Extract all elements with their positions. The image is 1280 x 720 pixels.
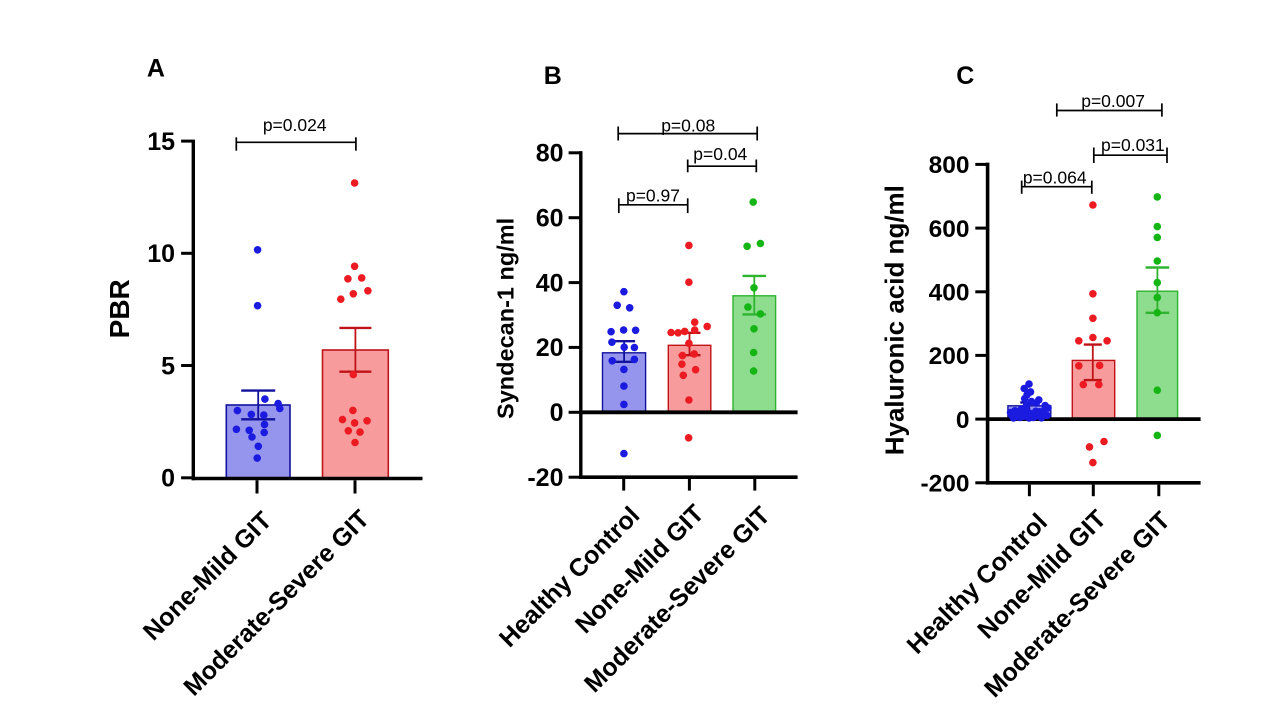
- svg-text:p=0.04: p=0.04: [693, 144, 747, 164]
- svg-text:p=0.08: p=0.08: [661, 115, 715, 135]
- svg-text:20: 20: [536, 334, 564, 362]
- svg-text:Syndecan-1 ng/ml: Syndecan-1 ng/ml: [493, 218, 519, 419]
- svg-text:800: 800: [929, 152, 970, 179]
- svg-text:C: C: [956, 62, 974, 90]
- svg-text:200: 200: [929, 343, 970, 370]
- svg-text:80: 80: [536, 140, 564, 168]
- svg-text:PBR: PBR: [104, 279, 135, 338]
- svg-text:p=0.024: p=0.024: [263, 115, 327, 135]
- svg-text:400: 400: [929, 280, 970, 307]
- svg-text:0: 0: [550, 399, 564, 427]
- svg-text:p=0.007: p=0.007: [1081, 91, 1145, 111]
- svg-text:15: 15: [147, 128, 175, 156]
- svg-text:Hyaluronic acid ng/ml: Hyaluronic acid ng/ml: [880, 185, 910, 455]
- svg-text:p=0.97: p=0.97: [626, 186, 680, 206]
- svg-text:-200: -200: [920, 471, 969, 498]
- svg-text:p=0.031: p=0.031: [1101, 135, 1165, 155]
- svg-text:A: A: [147, 55, 165, 83]
- svg-text:-20: -20: [527, 464, 563, 492]
- svg-text:0: 0: [956, 407, 970, 434]
- svg-text:p=0.064: p=0.064: [1023, 168, 1087, 188]
- svg-text:B: B: [544, 62, 562, 90]
- svg-text:60: 60: [536, 205, 564, 233]
- svg-text:10: 10: [147, 240, 175, 268]
- svg-text:600: 600: [929, 216, 970, 243]
- svg-text:0: 0: [161, 465, 175, 493]
- svg-text:40: 40: [536, 269, 564, 297]
- svg-text:5: 5: [161, 352, 175, 380]
